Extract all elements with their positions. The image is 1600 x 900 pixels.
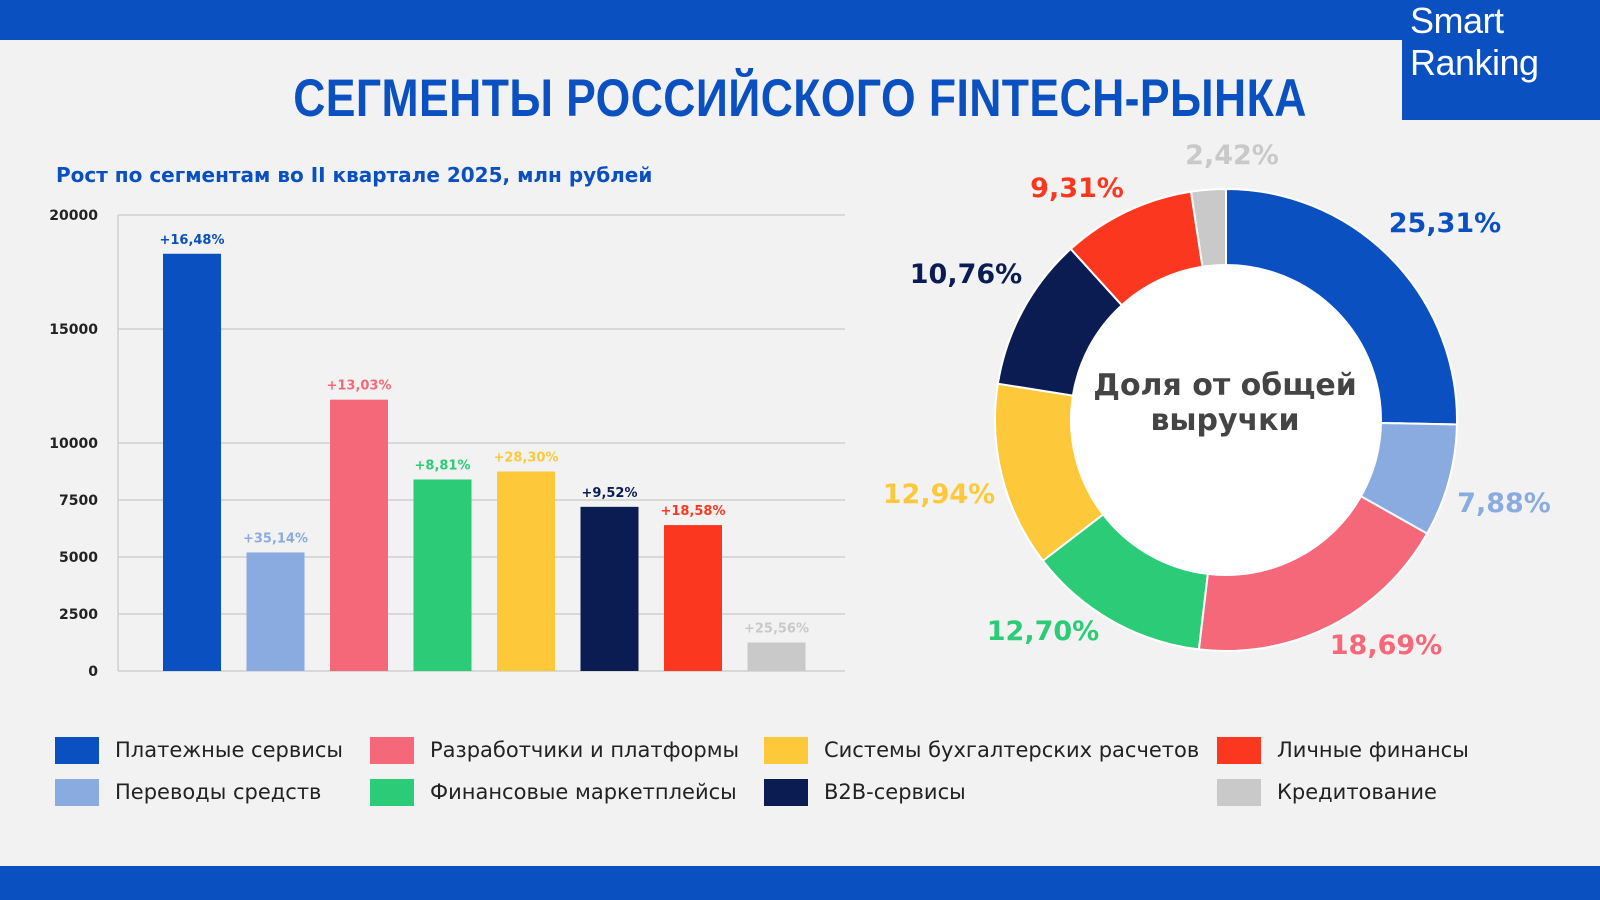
page-title: СЕГМЕНТЫ РОССИЙСКОГО FINTECH-РЫНКА <box>293 69 1307 128</box>
donut-slice-label: 12,94% <box>883 479 995 510</box>
legend-swatch <box>1217 779 1261 806</box>
bar <box>330 399 388 671</box>
legend-label: Разработчики и платформы <box>430 738 740 762</box>
donut-slice-label: 18,69% <box>1330 630 1442 661</box>
bar-data-label: +16,48% <box>159 233 224 248</box>
legend-label: Системы бухгалтерских расчетов <box>824 738 1200 762</box>
y-tick-label: 7500 <box>59 493 98 509</box>
legend-swatch <box>764 737 808 764</box>
smartranking-logo: Smart Ranking <box>1402 0 1600 120</box>
donut-chart: 25,31% 7,88% 18,69% 12,70% 12,94% 10,76% 9,31%… <box>883 140 1551 661</box>
legend-swatch <box>55 779 99 806</box>
bar <box>246 552 305 671</box>
donut-slice <box>1189 187 1227 268</box>
bar-data-label: +9,52% <box>582 486 638 501</box>
donut-hole <box>1072 266 1380 574</box>
y-tick-label: 20000 <box>49 208 98 224</box>
top-bar <box>0 0 1600 40</box>
bar <box>580 506 639 671</box>
donut-slice-label: 9,31% <box>1030 173 1124 204</box>
bar <box>497 471 555 671</box>
legend-swatch <box>55 737 99 764</box>
logo-line-1: Smart <box>1410 0 1504 41</box>
legend-label: Платежные сервисы <box>115 738 344 762</box>
bar <box>163 253 221 671</box>
bar-data-label: +25,56% <box>744 622 809 637</box>
bar-data-label: +8,81% <box>415 458 471 473</box>
donut-slice-label: 2,42% <box>1185 140 1279 171</box>
bar-chart: 0 2500 5000 7500 10000 15000 20000 +16,48% +35,1… <box>49 208 845 680</box>
y-tick-label: 5000 <box>59 550 98 566</box>
bar <box>413 479 472 671</box>
bar-data-label: +18,58% <box>660 504 725 519</box>
y-tick-label: 2500 <box>59 607 98 623</box>
donut-slice-label: 7,88% <box>1457 488 1551 519</box>
legend-swatch <box>370 737 414 764</box>
donut-slice-label: 12,70% <box>987 616 1099 647</box>
bar-chart-title: Рост по сегментам во II квартале 2025, м… <box>56 163 653 187</box>
legend-swatch <box>764 779 808 806</box>
y-tick-label: 15000 <box>49 322 98 338</box>
legend-label: Кредитование <box>1277 780 1437 804</box>
donut-slice-label: 25,31% <box>1389 208 1501 239</box>
bar-data-label: +13,03% <box>326 379 391 394</box>
bar-data-label: +35,14% <box>243 531 308 546</box>
logo-line-2: Ranking <box>1410 42 1539 83</box>
legend-label: Переводы средств <box>115 780 322 804</box>
donut-slice-label: 10,76% <box>910 259 1022 290</box>
y-tick-label: 0 <box>88 664 98 680</box>
donut-slice <box>1225 187 1458 426</box>
bar <box>747 642 806 671</box>
bottom-bar <box>0 866 1600 900</box>
legend-label: Личные финансы <box>1277 738 1469 762</box>
donut-center-label: Доля от общей выручки <box>1093 368 1357 438</box>
legend-swatch <box>370 779 414 806</box>
bar <box>664 525 722 671</box>
legend-swatch <box>1217 737 1261 764</box>
y-tick-label: 10000 <box>49 436 98 452</box>
legend-label: Финансовые маркетплейсы <box>430 780 737 804</box>
legend-label: B2B-сервисы <box>824 780 966 804</box>
bar-data-label: +28,30% <box>493 451 558 466</box>
